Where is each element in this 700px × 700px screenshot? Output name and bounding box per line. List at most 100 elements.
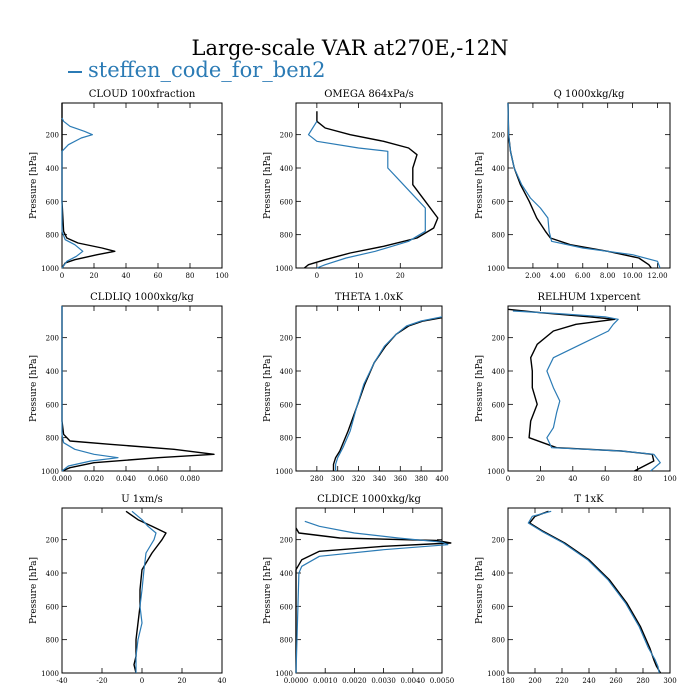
panel-2-frame [295, 102, 443, 269]
panel-7-ylabel: Pressure [hPa] [29, 557, 39, 624]
panel-5-series-reference [332, 317, 443, 471]
panel-5-frame [295, 305, 443, 472]
panel-6-frame [507, 305, 671, 472]
panel-4-series-steffen [61, 306, 119, 472]
panel-2-ytick-label: 1000 [275, 265, 293, 273]
panel-1-ytick-label: 800 [46, 232, 59, 240]
panel-7-ytick-label: 1000 [41, 670, 59, 678]
panel-2-xtick-label: 10 [354, 272, 363, 280]
panel-5-xtick-label: 320 [352, 475, 365, 483]
panel-6-ytick-label: 600 [492, 401, 505, 409]
panel-7-title: U 1xm/s [121, 494, 163, 505]
panel-1-series-reference [61, 103, 116, 269]
panel-8-xtick-label: 0.0050 [430, 677, 455, 685]
panel-2-xtick-label: 0 [315, 272, 319, 280]
panel-1-xtick-label: 80 [186, 272, 195, 280]
panel-5-title: THETA 1.0xK [335, 292, 404, 303]
panel-8-series-reference [295, 527, 452, 673]
panel-8-xtick-label: 0.0040 [401, 677, 426, 685]
panel-6-ytick-label: 200 [492, 335, 505, 343]
panel-8-xtick-label: 0.0030 [371, 677, 396, 685]
panel-5-ytick-label: 600 [280, 401, 293, 409]
panel-5-ytick-label: 800 [280, 435, 293, 443]
panel-3-title: Q 1000xkg/kg [554, 89, 625, 100]
panel-4-ytick-label: 200 [46, 335, 59, 343]
panel-7-xtick-label: 40 [218, 677, 227, 685]
panel-2-series-reference [303, 111, 439, 269]
panel-8-xtick-label: 0.0020 [342, 677, 367, 685]
panel-5-xtick-label: 280 [310, 475, 323, 483]
panel-6-xtick-label: 60 [601, 475, 610, 483]
panel-9-xtick-label: 300 [663, 677, 676, 685]
panel-6-xtick-label: 80 [633, 475, 642, 483]
panel-5-ytick-label: 400 [280, 368, 293, 376]
panel-1-ytick-label: 600 [46, 198, 59, 206]
panel-9-xtick-label: 220 [555, 677, 568, 685]
panel-2-title: OMEGA 864xPa/s [324, 89, 414, 100]
panel-8-ytick-label: 1000 [275, 670, 293, 678]
panel-6-series-steffen [512, 310, 661, 472]
panel-7-xtick-label: -40 [56, 677, 67, 685]
panel-7-xtick-label: -20 [96, 677, 107, 685]
panel-2-ytick-label: 600 [280, 198, 293, 206]
panel-4-series-reference [61, 306, 215, 472]
panel-5-ytick-label: 1000 [275, 468, 293, 476]
panel-5-ytick-label: 200 [280, 335, 293, 343]
panel-3-frame [507, 102, 671, 269]
panel-1-ytick-label: 1000 [41, 265, 59, 273]
panel-9-series-steffen [527, 510, 660, 674]
panel-1-frame [61, 102, 223, 269]
panel-2-ylabel: Pressure [hPa] [263, 152, 273, 219]
panel-7-series-steffen [131, 510, 157, 673]
panel-7-ytick-label: 600 [46, 603, 59, 611]
panel-7-ytick-label: 800 [46, 637, 59, 645]
panel-1-ytick-label: 400 [46, 165, 59, 173]
panel-2-xtick-label: 20 [396, 272, 405, 280]
panel-4-xtick-label: 0.080 [180, 475, 200, 483]
panel-1-xtick-label: 0 [60, 272, 64, 280]
panel-6-ylabel: Pressure [hPa] [475, 355, 485, 422]
panel-1-ytick-label: 200 [46, 132, 59, 140]
panel-5-xtick-label: 300 [331, 475, 344, 483]
panel-9-ylabel: Pressure [hPa] [475, 557, 485, 624]
panel-8-ytick-label: 800 [280, 637, 293, 645]
panel-3-xtick-label: 4.00 [550, 272, 566, 280]
panel-4-xtick-label: 0.060 [148, 475, 168, 483]
panel-5-xtick-label: 400 [435, 475, 448, 483]
panel-9-title: T 1xK [574, 494, 604, 505]
panel-9-ytick-label: 1000 [487, 670, 505, 678]
panel-3-xtick-label: 6.00 [575, 272, 591, 280]
panel-6-ytick-label: 1000 [487, 468, 505, 476]
panel-5-xtick-label: 380 [414, 475, 427, 483]
panel-1-xtick-label: 100 [215, 272, 228, 280]
panel-8-ylabel: Pressure [hPa] [263, 557, 273, 624]
panel-7-series-reference [125, 510, 167, 674]
panel-4-title: CLDLIQ 1000xkg/kg [90, 292, 194, 303]
panel-4-xtick-label: 0.040 [116, 475, 136, 483]
panel-9-xtick-label: 180 [501, 677, 514, 685]
panel-4-ytick-label: 800 [46, 435, 59, 443]
panel-3-xtick-label: 10.00 [623, 272, 643, 280]
panel-8-frame [295, 507, 443, 674]
panel-4-ytick-label: 600 [46, 401, 59, 409]
panel-9-ytick-label: 200 [492, 537, 505, 545]
panel-5-xtick-label: 340 [373, 475, 386, 483]
panel-3-xtick-label: 8.00 [600, 272, 616, 280]
panel-1-title: CLOUD 100xfraction [89, 89, 196, 100]
panel-2-ytick-label: 800 [280, 232, 293, 240]
panel-2-ytick-label: 200 [280, 132, 293, 140]
panel-9-xtick-label: 280 [636, 677, 649, 685]
legend-line-swatch [68, 70, 82, 73]
legend-label: steffen_code_for_ben2 [88, 58, 326, 82]
panel-2-series-steffen [307, 120, 426, 269]
panel-7-ytick-label: 200 [46, 537, 59, 545]
panel-3-ytick-label: 400 [492, 165, 505, 173]
panel-7-xtick-label: 20 [178, 677, 187, 685]
legend: steffen_code_for_ben2 [68, 58, 326, 82]
panel-5-ylabel: Pressure [hPa] [263, 355, 273, 422]
panel-3-ylabel: Pressure [hPa] [475, 152, 485, 219]
panel-6-xtick-label: 100 [663, 475, 676, 483]
panel-8-ytick-label: 600 [280, 603, 293, 611]
panel-8-title: CLDICE 1000xkg/kg [317, 494, 421, 505]
